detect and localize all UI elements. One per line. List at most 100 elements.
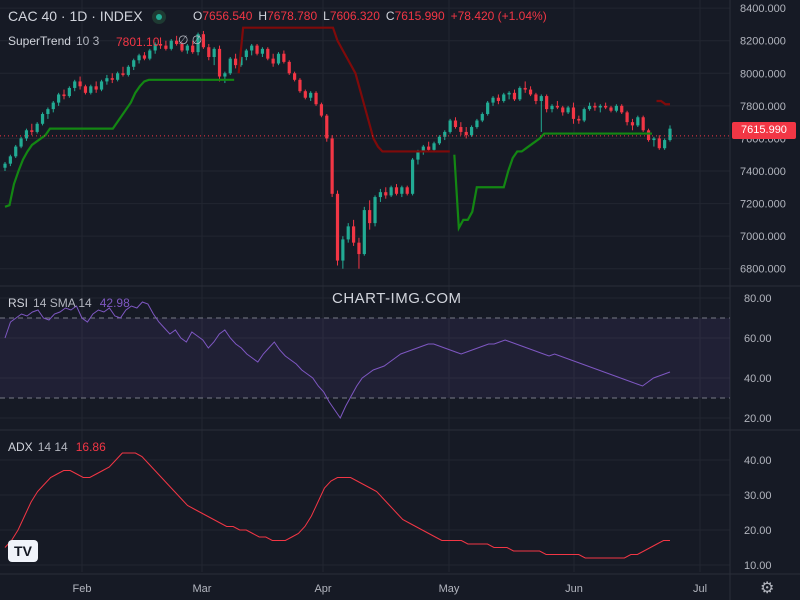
rsi-tick-label: 20.00 xyxy=(744,413,772,425)
candle-body xyxy=(614,105,618,111)
candle-body xyxy=(561,107,565,113)
candle-body xyxy=(571,107,576,119)
candle-body xyxy=(566,107,570,113)
candle-body xyxy=(598,105,602,108)
ohlc-readout: O7656.540 H7678.780 L7606.320 C7615.990 +78.… xyxy=(193,9,553,23)
candle-body xyxy=(341,239,345,261)
candle-body xyxy=(394,187,399,194)
candle-body xyxy=(453,120,458,128)
candle-body xyxy=(646,130,651,141)
candle-body xyxy=(207,47,211,57)
candle-body xyxy=(99,81,104,90)
tradingview-logo[interactable]: TV xyxy=(8,540,38,562)
price-tick-label: 7000.000 xyxy=(740,231,786,243)
candle-body xyxy=(303,91,307,98)
price-tick-label: 8400.000 xyxy=(740,3,786,15)
candle-body xyxy=(641,117,645,131)
candle-body xyxy=(593,105,597,108)
candle-body xyxy=(14,146,18,157)
low-key: L xyxy=(323,9,330,23)
adx-params: 14 14 xyxy=(37,440,68,454)
visibility-toggle-icon[interactable]: ∅ ∅ xyxy=(178,33,203,47)
adx-panel xyxy=(4,452,670,559)
candle-body xyxy=(362,210,366,255)
candle-body xyxy=(266,48,270,59)
candle-body xyxy=(582,109,586,121)
candle-body xyxy=(496,97,500,101)
candle-body xyxy=(158,43,163,46)
candle-body xyxy=(89,86,93,93)
supertrend-params: 10 3 xyxy=(75,34,100,48)
market-status-icon xyxy=(152,10,167,25)
candle-body xyxy=(528,89,533,95)
candle-body xyxy=(448,120,452,132)
rsi-params: 14 SMA 14 xyxy=(33,296,92,310)
x-tick-label: Jul xyxy=(693,583,707,595)
candle-body xyxy=(373,197,377,224)
candle-body xyxy=(116,73,120,80)
adx-value: 16.86 xyxy=(75,440,106,454)
adx-legend[interactable]: ADX 14 14 16.86 xyxy=(8,440,106,454)
candle-body xyxy=(8,156,12,164)
candle-body xyxy=(351,226,356,243)
adx-tick-label: 30.00 xyxy=(744,490,772,502)
candle-body xyxy=(67,87,71,97)
candle-body xyxy=(250,45,254,51)
candle-body xyxy=(480,114,484,121)
candle-body xyxy=(137,55,141,61)
candle-body xyxy=(378,192,383,198)
candle-body xyxy=(51,102,55,110)
candle-body xyxy=(276,53,281,64)
candle-body xyxy=(234,58,238,66)
candle-body xyxy=(469,127,474,136)
rsi-value: 42.98 xyxy=(99,296,130,310)
adx-line xyxy=(4,452,670,559)
price-tick-label: 7400.000 xyxy=(740,166,786,178)
candle-body xyxy=(292,73,297,80)
candle-body xyxy=(105,78,109,82)
adx-name: ADX xyxy=(8,440,33,454)
candle-body xyxy=(57,94,61,103)
price-tick-label: 7800.000 xyxy=(740,101,786,113)
rsi-legend[interactable]: RSI 14 SMA 14 42.98 xyxy=(8,296,130,310)
open-value: 7656.540 xyxy=(202,9,253,23)
rsi-line xyxy=(4,301,671,420)
candle-body xyxy=(545,96,549,110)
candle-body xyxy=(110,78,114,80)
symbol-title[interactable]: CAC 40 · 1D · INDEX xyxy=(8,8,167,25)
candle-body xyxy=(228,58,232,74)
candle-body xyxy=(523,87,527,90)
high-value: 7678.780 xyxy=(267,9,318,23)
candle-body xyxy=(191,45,195,53)
candle-body xyxy=(175,40,179,44)
candle-body xyxy=(437,136,441,144)
symbol-label: CAC 40 · 1D · INDEX xyxy=(8,8,143,24)
settings-gear-icon[interactable]: ⚙ xyxy=(760,580,775,597)
candle-body xyxy=(427,146,431,150)
adx-tick-label: 10.00 xyxy=(744,560,772,572)
candle-body xyxy=(185,45,189,51)
candle-body xyxy=(539,96,543,101)
rsi-band-fill xyxy=(0,318,730,398)
candle-body xyxy=(314,92,318,105)
price-tick-label: 7200.000 xyxy=(740,199,786,211)
supertrend-legend[interactable]: SuperTrend 10 3 xyxy=(8,34,99,48)
candle-body xyxy=(260,48,265,54)
last-price-label: 7615.990 xyxy=(732,122,796,139)
candle-body xyxy=(410,159,415,194)
x-tick-label: Feb xyxy=(73,583,92,595)
candle-body xyxy=(550,105,554,110)
supertrend-value: 7801.10 xyxy=(116,35,160,49)
rsi-panel xyxy=(0,301,730,420)
candle-body xyxy=(153,43,157,51)
candle-body xyxy=(148,50,152,59)
x-tick-label: Jun xyxy=(565,583,583,595)
x-tick-label: Apr xyxy=(314,583,331,595)
candle-body xyxy=(663,140,667,149)
candle-body xyxy=(126,66,130,75)
candle-body xyxy=(432,143,436,150)
candle-body xyxy=(223,73,227,77)
candle-body xyxy=(287,61,291,74)
candle-body xyxy=(400,187,404,194)
candle-body xyxy=(121,73,125,75)
